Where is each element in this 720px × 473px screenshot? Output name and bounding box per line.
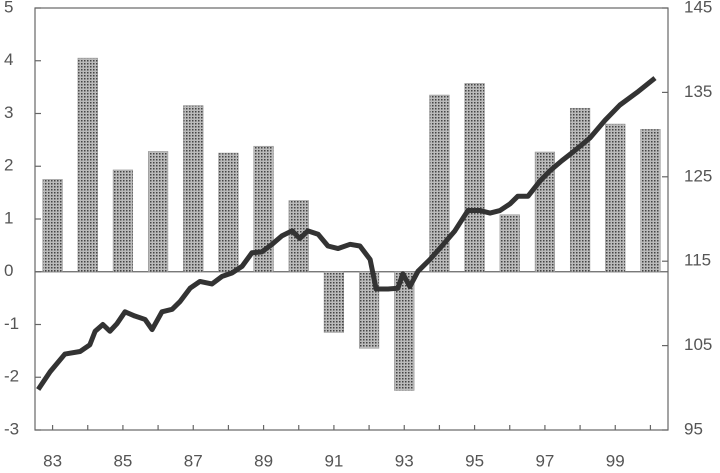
bar (605, 123, 626, 272)
bar (429, 94, 450, 272)
y-tick-label: 0 (4, 261, 13, 280)
y-tick-label: 2 (4, 156, 13, 175)
x-tick-label: 89 (254, 451, 273, 470)
bar (569, 107, 591, 272)
x-tick-label: 93 (395, 451, 414, 470)
y-tick-label: -1 (4, 314, 19, 333)
y-tick-label: -3 (4, 419, 19, 438)
y-tick-label: 4 (4, 50, 13, 69)
bar (77, 57, 98, 272)
x-tick-label: 85 (113, 451, 132, 470)
x-tick-label: 97 (535, 451, 554, 470)
x-tick-label: 91 (324, 451, 343, 470)
line (36, 76, 657, 391)
bar (499, 214, 520, 272)
x-tick-label: 83 (43, 451, 62, 470)
bar (464, 83, 485, 273)
bar (358, 271, 380, 349)
y2-tick-label: 145 (684, 0, 712, 16)
x-tick-label: 99 (606, 451, 625, 470)
bar (218, 152, 239, 272)
y2-tick-label: 105 (684, 335, 712, 354)
bar (640, 129, 661, 272)
y2-tick-label: 125 (684, 166, 712, 185)
x-tick-label: 87 (184, 451, 203, 470)
y-tick-label: -2 (4, 367, 19, 386)
y2-tick-label: 135 (684, 82, 712, 101)
bar (112, 169, 134, 273)
bar (394, 271, 415, 391)
bar (323, 271, 345, 333)
x-tick-label: 95 (465, 451, 484, 470)
y-tick-label: 1 (4, 208, 13, 227)
y2-tick-label: 115 (684, 251, 711, 270)
bar (253, 145, 274, 272)
y-tick-label: 5 (4, 0, 13, 16)
bar (147, 151, 169, 272)
bar (183, 105, 204, 273)
y-tick-label: 3 (4, 103, 13, 122)
y2-tick-label: 95 (684, 419, 703, 438)
bar (42, 179, 63, 272)
